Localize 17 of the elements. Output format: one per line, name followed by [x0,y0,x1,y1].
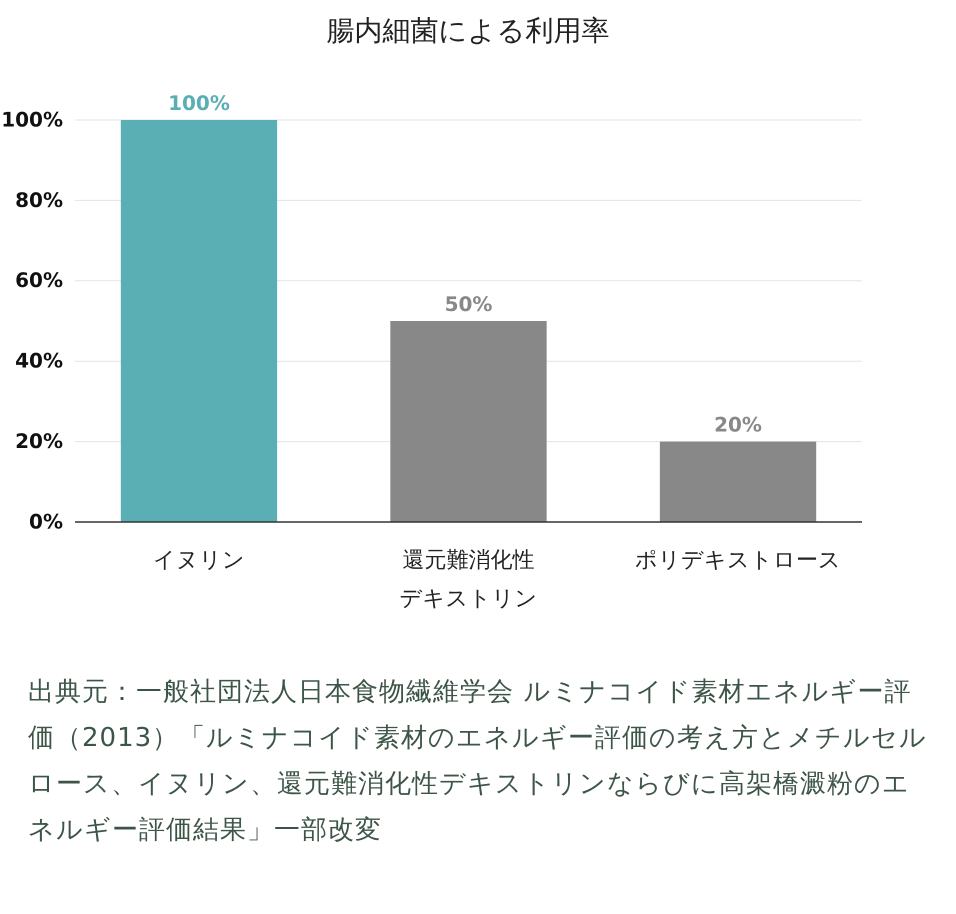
data-label: 20% [714,412,762,437]
x-tick-label: 還元難消化性デキストリン [400,548,538,612]
x-tick-label: ポリデキストロース [635,548,842,573]
data-label: 100% [168,91,230,115]
y-tick-label: 20% [15,429,63,453]
bar [390,321,547,522]
y-tick-label: 60% [15,268,63,292]
y-tick-label: 40% [15,348,63,373]
data-label: 50% [444,292,492,316]
y-tick-label: 80% [15,188,63,212]
bar [660,442,816,522]
y-tick-label: 0% [29,509,63,534]
text: 出典元：一般社団法人日本食物繊維学会 ルミナコイド素材エネルギー評価（2013）「ルミナコイド素材のエネルギー評価の考え方とメチルセルロース、イヌリン、還元難消化性デキストリンならびに高架橋澱粉のエネルギー評価結果」一部改変 [28,677,928,845]
y-tick-label: 100% [1,107,63,132]
bar [120,120,278,522]
x-tick-label: イヌリン [152,548,245,573]
chart-title: 腸内細菌による利用率 [326,14,610,47]
